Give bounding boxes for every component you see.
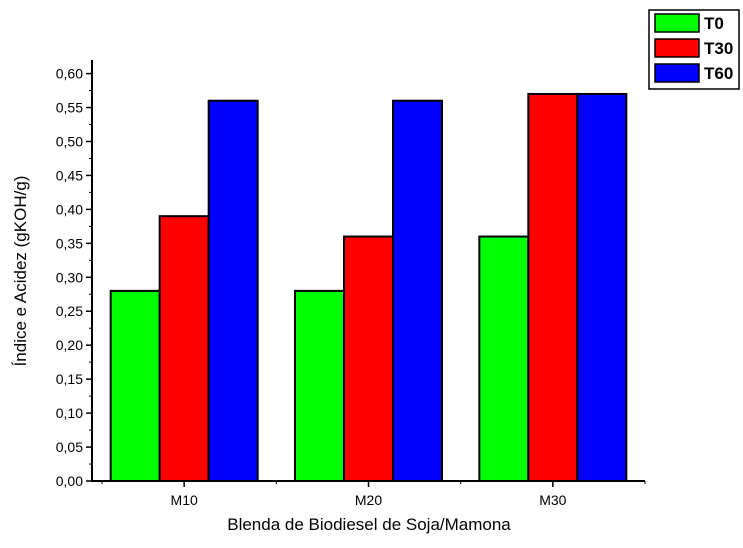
plot-area [109,92,628,483]
bar-t0-m30 [478,235,530,482]
x-tick-label: M10 [171,492,198,508]
y-tick-label: 0,55 [56,100,83,116]
bar-t30-m30 [527,92,579,483]
y-tick-label: 0,40 [56,201,83,217]
y-axis-title: Índice e Acidez (gKOH/g) [11,176,30,367]
x-axis-ticks: M10 M20 M30 [101,481,646,508]
bar-t0-m10 [109,289,161,482]
bar-t60-m10 [207,99,259,482]
bar-t30-m20 [343,235,394,482]
y-tick-label: 0,35 [56,235,83,251]
bar-t60-m20 [392,99,443,482]
legend-label-t30: T30 [704,39,733,58]
x-tick-label: M20 [355,492,382,508]
y-tick-label: 0,45 [56,167,83,183]
bar-t30-m10 [158,215,210,482]
legend: T0 T30 T60 [648,9,740,90]
x-axis-title: Blenda de Biodiesel de Soja/Mamona [227,515,511,534]
y-axis-ticks: 0,00 0,05 0,10 0,15 0,20 0,25 0,30 0,35 0,40 0,45… [56,66,92,489]
y-tick-label: 0,05 [56,439,83,455]
y-tick-label: 0,60 [56,66,83,82]
y-tick-label: 0,50 [56,133,83,149]
y-tick-label: 0,10 [56,405,83,421]
y-tick-label: 0,00 [56,473,83,489]
legend-swatch-t60 [654,63,700,83]
x-tick-label: M30 [539,492,566,508]
y-tick-label: 0,15 [56,371,83,387]
legend-swatch-t30 [654,38,700,58]
bar-t0-m20 [294,289,345,482]
y-tick-label: 0,20 [56,337,83,353]
legend-label-t60: T60 [704,64,733,83]
y-tick-label: 0,30 [56,269,83,285]
legend-label-t0: T0 [704,14,724,33]
bar-t60-m30 [576,92,628,483]
y-tick-label: 0,25 [56,303,83,319]
legend-swatch-t0 [654,13,700,33]
